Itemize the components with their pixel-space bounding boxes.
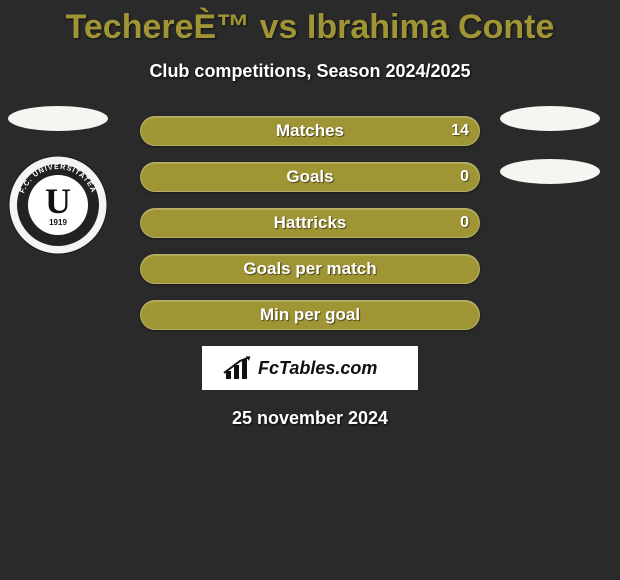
stat-row-matches: Matches 14 [140, 116, 480, 146]
footer-date: 25 november 2024 [0, 408, 620, 429]
stat-label: Hattricks [274, 213, 347, 233]
stat-label: Goals [286, 167, 333, 187]
right-player-column [500, 106, 600, 212]
stat-row-goals-per-match: Goals per match [140, 254, 480, 284]
page-subtitle: Club competitions, Season 2024/2025 [0, 61, 620, 82]
stat-right-value: 0 [460, 168, 469, 186]
branding: FcTables.com [202, 346, 418, 390]
stat-label: Goals per match [243, 259, 376, 279]
comparison-chart: F.C. UNIVERSITATEA CLUJ U 1919 Matches 1… [0, 116, 620, 429]
stat-row-min-per-goal: Min per goal [140, 300, 480, 330]
stat-label: Min per goal [260, 305, 360, 325]
crest-year: 1919 [49, 218, 67, 227]
right-shadow-2 [500, 159, 600, 184]
stat-row-hattricks: Hattricks 0 [140, 208, 480, 238]
stat-row-goals: Goals 0 [140, 162, 480, 192]
stat-right-value: 0 [460, 214, 469, 232]
crest-letter: U [45, 181, 71, 221]
left-shadow-1 [8, 106, 108, 131]
right-shadow-1 [500, 106, 600, 131]
branding-text: FcTables.com [258, 358, 377, 378]
stat-rows: Matches 14 Goals 0 Hattricks 0 Goals per… [140, 116, 480, 330]
left-player-column: F.C. UNIVERSITATEA CLUJ U 1919 [8, 106, 113, 260]
stat-label: Matches [276, 121, 344, 141]
page-title: TechereÈ™ vs Ibrahima Conte [0, 0, 620, 47]
fctables-logo: FcTables.com [220, 353, 400, 383]
stat-right-value: 14 [451, 122, 469, 140]
left-team-crest: F.C. UNIVERSITATEA CLUJ U 1919 [8, 155, 108, 255]
